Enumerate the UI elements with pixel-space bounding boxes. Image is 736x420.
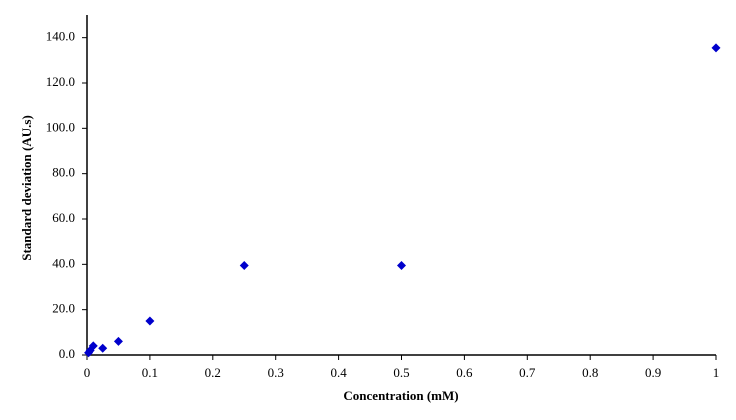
data-point — [397, 260, 406, 270]
y-tick-label: 120.0 — [46, 74, 75, 89]
x-tick-label: 0.7 — [519, 365, 536, 380]
data-point — [98, 343, 108, 353]
y-tick-label: 40.0 — [52, 255, 75, 270]
data-point — [239, 260, 249, 270]
data-point — [145, 316, 155, 326]
y-axis-title: Standard deviation (AU.s) — [19, 115, 34, 261]
y-tick-label: 100.0 — [46, 119, 75, 134]
x-tick-label: 0 — [84, 365, 91, 380]
y-tick-label: 140.0 — [46, 29, 75, 44]
x-tick-label: 0.9 — [645, 365, 661, 380]
x-tick-label: 0.2 — [205, 365, 221, 380]
y-tick-label: 80.0 — [52, 165, 75, 180]
y-tick-label: 60.0 — [52, 210, 75, 225]
y-tick-label: 20.0 — [52, 301, 75, 316]
x-axis-title: Concentration (mM) — [343, 388, 458, 403]
x-tick-label: 0.5 — [393, 365, 409, 380]
x-tick-label: 0.1 — [142, 365, 158, 380]
x-tick-label: 0.3 — [268, 365, 284, 380]
data-point — [88, 341, 98, 351]
x-tick-label: 0.4 — [330, 365, 347, 380]
x-tick-label: 0.6 — [456, 365, 473, 380]
data-point — [711, 43, 721, 53]
x-tick-label: 1 — [713, 365, 720, 380]
x-tick-label: 0.8 — [582, 365, 598, 380]
y-tick-label: 0.0 — [59, 346, 75, 361]
data-point — [113, 336, 123, 346]
